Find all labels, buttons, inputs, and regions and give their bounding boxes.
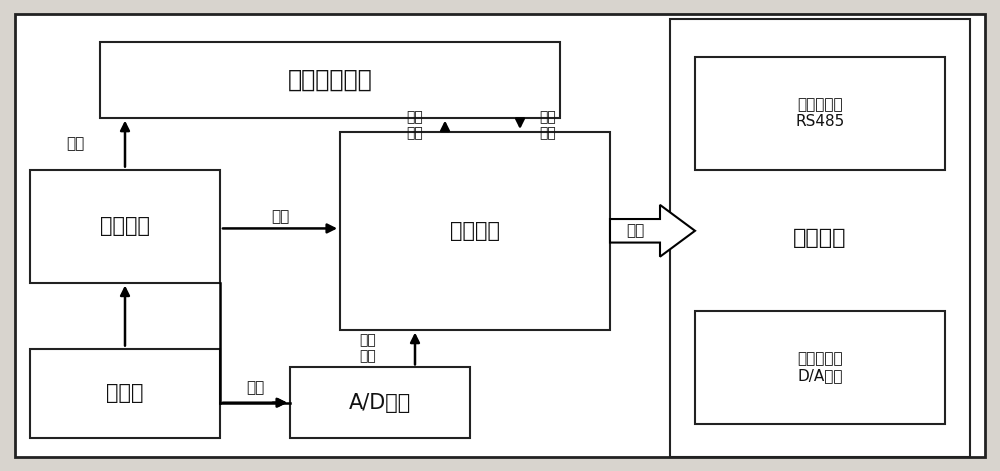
Text: 输出模块: 输出模块 bbox=[793, 228, 847, 248]
Bar bbox=[30, 349, 220, 438]
Text: 供电: 供电 bbox=[66, 136, 84, 151]
Text: 电源模块: 电源模块 bbox=[100, 216, 150, 236]
Bar bbox=[670, 19, 970, 457]
Bar bbox=[290, 367, 470, 438]
Bar bbox=[695, 311, 945, 424]
Text: 供电: 供电 bbox=[246, 380, 264, 395]
Text: 供电: 供电 bbox=[271, 209, 289, 224]
Text: 控制模块: 控制模块 bbox=[450, 221, 500, 241]
Bar bbox=[695, 57, 945, 170]
Polygon shape bbox=[610, 205, 695, 257]
Text: 数字量输出
RS485: 数字量输出 RS485 bbox=[795, 97, 845, 129]
Text: 模拟量输出
D/A芯片: 模拟量输出 D/A芯片 bbox=[797, 351, 843, 383]
Text: 显示
数据: 显示 数据 bbox=[407, 110, 423, 140]
Text: 输出: 输出 bbox=[626, 223, 644, 238]
Text: 人机交互模块: 人机交互模块 bbox=[288, 68, 372, 92]
Bar bbox=[340, 132, 610, 330]
Text: 操作
数据: 操作 数据 bbox=[540, 110, 556, 140]
Text: 锂电池: 锂电池 bbox=[106, 383, 144, 403]
Text: A/D模块: A/D模块 bbox=[349, 393, 411, 413]
Text: 数据
传输: 数据 传输 bbox=[360, 333, 376, 364]
Bar bbox=[30, 170, 220, 283]
Bar bbox=[100, 42, 560, 118]
